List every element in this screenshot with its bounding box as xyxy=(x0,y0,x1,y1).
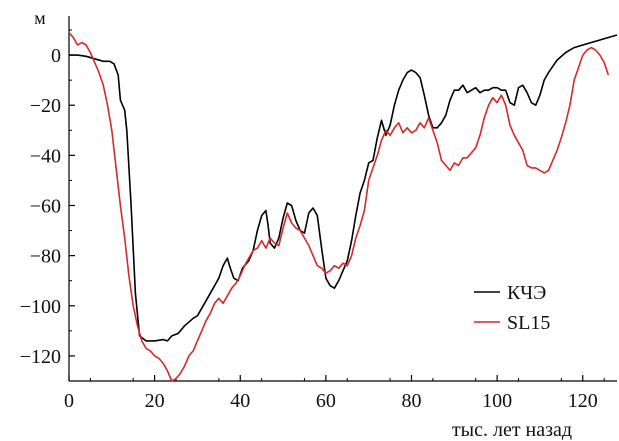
legend: КЧЭ SL15 xyxy=(474,282,550,334)
y-tick-label: −60 xyxy=(30,196,61,218)
x-tick-label: 0 xyxy=(64,390,74,412)
y-tick-label: −20 xyxy=(30,95,61,117)
x-tick-label: 40 xyxy=(230,390,250,412)
axes: 0 20 40 60 80 100 120 0 −20 −40 −60 −80 −100 −120 xyxy=(20,16,617,412)
x-axis-label: тыс. лет назад xyxy=(452,419,572,441)
y-tick-label: −100 xyxy=(20,296,61,318)
y-tick-label: −120 xyxy=(20,346,61,368)
y-axis-label: м xyxy=(34,8,45,28)
legend-label: SL15 xyxy=(507,312,550,334)
y-tick-label: 0 xyxy=(51,45,61,67)
series-line-kche xyxy=(69,34,618,342)
x-tick-label: 60 xyxy=(316,390,336,412)
legend-label: КЧЭ xyxy=(507,282,546,304)
x-tick-label: 20 xyxy=(145,390,165,412)
series-line-sl15 xyxy=(68,31,610,382)
series-lines xyxy=(68,31,618,382)
y-tick-label: −40 xyxy=(30,145,61,167)
x-tick-label: 120 xyxy=(568,390,598,412)
y-tick-label: −80 xyxy=(30,246,61,268)
x-tick-label: 80 xyxy=(402,390,422,412)
x-tick-label: 100 xyxy=(482,390,512,412)
